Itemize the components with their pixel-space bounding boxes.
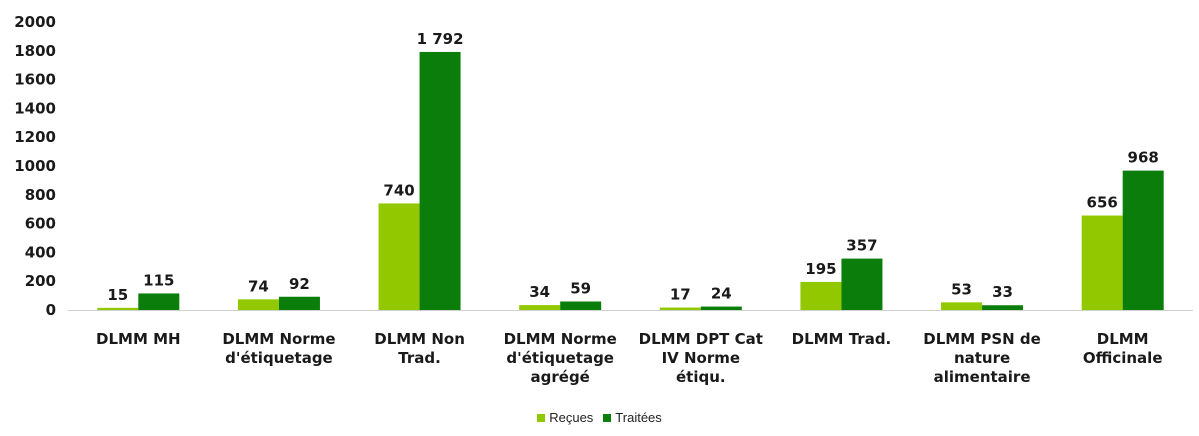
y-tick-label: 600 [25,215,56,233]
bar-recues [519,305,561,310]
y-tick-label: 400 [25,243,56,261]
bar-recues [378,203,420,310]
y-tick-label: 200 [25,272,56,290]
legend-label-recues: Reçues [549,410,594,425]
bar-recues [1081,215,1123,310]
data-label: 59 [570,280,591,298]
legend-item-recues: Reçues [537,410,593,425]
x-category-label: DLMM Norme d'étiquetage [222,330,335,367]
data-label: 656 [1087,194,1118,212]
data-label: 24 [711,285,732,303]
bar-traitees [700,306,742,310]
bar-recues [941,302,983,310]
y-tick-label: 1200 [14,128,56,146]
x-category-label: DLMM Trad. [792,330,892,348]
x-category-label: DLMM MH [96,330,181,348]
x-category-label: DLMM DPT Cat IV Norme étiqu. [639,330,763,386]
x-category-label: DLMM PSN de nature alimentaire [923,330,1041,386]
legend-label-traitees: Traitées [615,410,662,425]
data-label: 15 [107,286,128,304]
data-label: 33 [992,283,1013,301]
bar-recues [800,281,842,310]
data-label: 740 [383,181,414,199]
bar-traitees [419,51,461,311]
bar-recues [97,307,139,310]
bar-traitees [560,301,602,310]
legend-item-traitees: Traitées [603,410,662,425]
y-axis: 0 200 400 600 800 1000 1200 1400 1600 1800 2000 [14,13,56,319]
bar-recues [659,307,701,310]
legend-swatch-recues [537,413,546,422]
bar-traitees [982,305,1024,310]
y-tick-label: 2000 [14,13,56,31]
y-tick-label: 1400 [14,99,56,117]
bar-traitees [138,293,180,310]
y-tick-label: 1600 [14,71,56,89]
y-tick-label: 0 [46,301,56,319]
bar-traitees [278,296,320,310]
x-category-label: DLMM Non Trad. [374,330,465,367]
data-label: 195 [805,260,836,278]
data-label: 968 [1128,149,1159,167]
y-tick-label: 1000 [14,157,56,175]
data-label: 1 792 [417,30,464,48]
bar-traitees [841,258,883,310]
data-label: 34 [529,283,550,301]
bars [97,51,1164,311]
data-labels: 15 115 74 92 740 1 792 34 59 17 24 195 357 53 33 656 96… [107,30,1158,304]
data-label: 17 [670,286,691,304]
y-tick-label: 800 [25,186,56,204]
bar-recues [237,299,279,310]
legend: Reçues Traitées [0,410,1199,425]
data-label: 357 [846,237,877,255]
legend-swatch-traitees [603,413,612,422]
data-label: 92 [289,275,310,293]
data-label: 115 [143,271,174,289]
y-tick-label: 1800 [14,42,56,60]
bar-traitees [1122,170,1164,310]
data-label: 53 [951,280,972,298]
x-category-label: DLMM Norme d'étiquetage agrégé [504,330,617,386]
data-label: 74 [248,277,269,295]
x-axis: DLMM MH DLMM Norme d'étiquetage DLMM Non Tra… [68,310,1193,386]
x-category-label: DLMM Officinale [1083,330,1163,367]
